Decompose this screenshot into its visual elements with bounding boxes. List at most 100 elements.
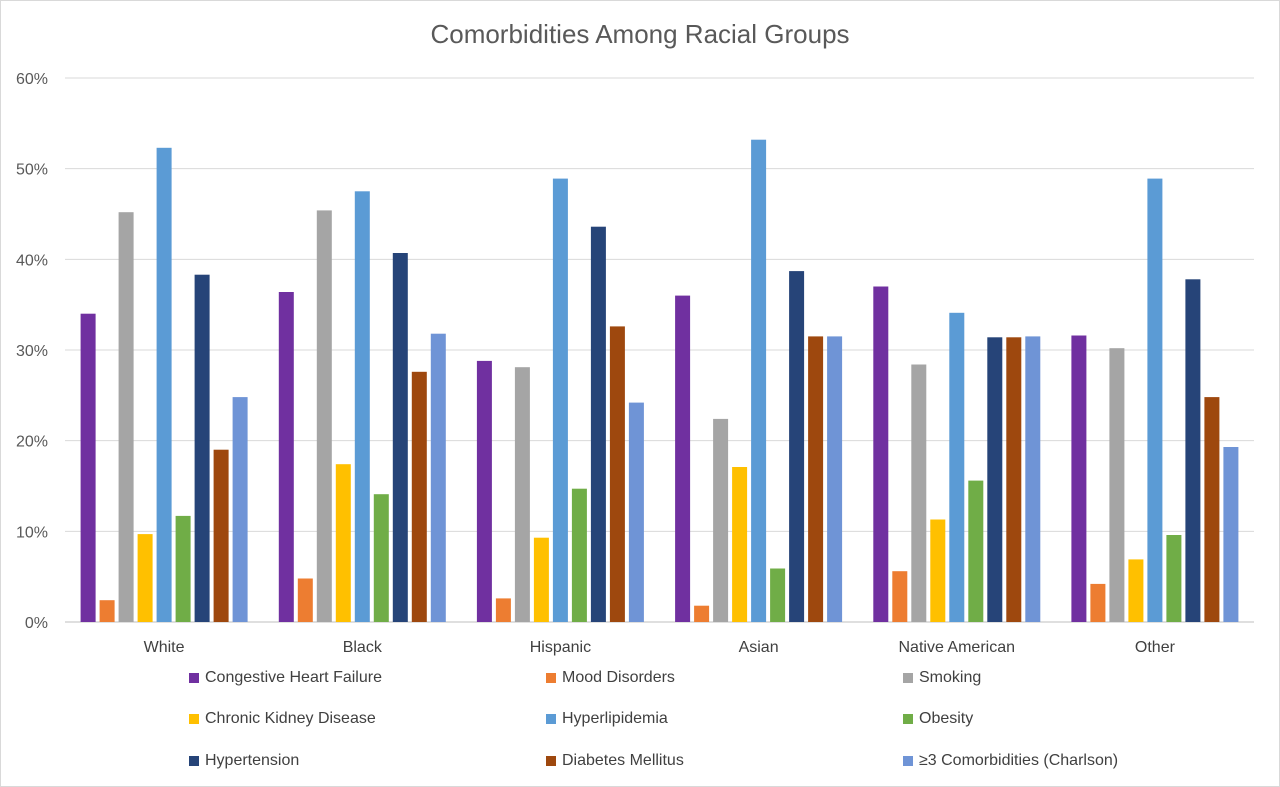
legend-label: Mood Disorders xyxy=(562,669,675,686)
bar xyxy=(175,515,191,622)
x-category-label: Black xyxy=(343,639,383,656)
bar xyxy=(808,336,824,622)
bar xyxy=(392,253,408,622)
bar xyxy=(713,418,729,622)
legend-swatch xyxy=(546,673,556,683)
legend-swatch xyxy=(189,756,199,766)
bar xyxy=(430,333,446,622)
bar xyxy=(373,494,389,622)
bar xyxy=(1006,337,1022,622)
bar xyxy=(675,295,691,622)
bar xyxy=(930,519,946,622)
bar xyxy=(335,464,351,622)
bar xyxy=(1128,559,1144,622)
bar xyxy=(1204,397,1220,622)
bar xyxy=(316,210,332,622)
bar xyxy=(80,313,96,622)
y-tick-label: 60% xyxy=(16,71,48,88)
bar xyxy=(873,286,889,622)
legend-label: Hypertension xyxy=(205,752,300,769)
x-category-label: White xyxy=(144,639,185,656)
y-tick-label: 40% xyxy=(16,252,48,269)
bar xyxy=(968,480,984,622)
legend-swatch xyxy=(903,714,913,724)
bar xyxy=(194,274,210,622)
bar-chart: 0% 10% 20% 30% 40% 50% 60% White Black Hispanic A… xyxy=(16,71,1254,656)
legend-item: Obesity xyxy=(903,709,973,729)
bar xyxy=(609,326,625,622)
bar xyxy=(628,402,644,622)
bar xyxy=(552,178,568,622)
legend-swatch xyxy=(546,756,556,766)
legend-swatch xyxy=(546,714,556,724)
legend-swatch xyxy=(189,673,199,683)
legend-item: Chronic Kidney Disease xyxy=(189,709,376,729)
legend-item: Smoking xyxy=(903,668,981,688)
legend-item: Congestive Heart Failure xyxy=(189,668,382,688)
legend-swatch xyxy=(903,756,913,766)
bar xyxy=(892,571,908,622)
bar xyxy=(476,360,492,622)
legend-label: Congestive Heart Failure xyxy=(205,669,382,686)
x-category-label: Hispanic xyxy=(530,639,591,656)
legend-swatch xyxy=(903,673,913,683)
legend-label: Chronic Kidney Disease xyxy=(205,710,376,727)
bar xyxy=(911,364,927,622)
bar xyxy=(1090,583,1106,622)
bar xyxy=(232,397,248,622)
y-tick-label: 50% xyxy=(16,162,48,179)
bar xyxy=(987,337,1003,622)
legend-label: Diabetes Mellitus xyxy=(562,752,684,769)
bar xyxy=(495,598,511,622)
bar xyxy=(411,371,427,622)
bar xyxy=(514,367,530,622)
x-category-label: Native American xyxy=(899,639,1016,656)
gridlines xyxy=(65,77,1254,623)
bar xyxy=(694,605,710,622)
bar xyxy=(118,212,134,622)
bar xyxy=(1147,178,1163,622)
x-axis-categories: White Black Hispanic Asian Native American Ot… xyxy=(144,639,1176,656)
bar xyxy=(156,147,172,623)
bar xyxy=(1109,348,1125,622)
legend: Congestive Heart Failure Mood Disorders Sm… xyxy=(1,661,1280,781)
bar xyxy=(533,537,549,622)
bar xyxy=(278,292,294,622)
bar xyxy=(770,568,786,622)
bars xyxy=(80,139,1239,623)
legend-label: Smoking xyxy=(919,669,982,686)
bar xyxy=(590,226,606,622)
legend-swatch xyxy=(189,714,199,724)
bar xyxy=(354,191,370,623)
bar xyxy=(751,139,767,622)
y-axis-ticks: 0% 10% 20% 30% 40% 50% 60% xyxy=(16,71,48,632)
bar xyxy=(1223,447,1239,622)
x-category-label: Other xyxy=(1135,639,1176,656)
bar xyxy=(213,449,229,622)
bar xyxy=(99,600,115,622)
x-category-label: Asian xyxy=(739,639,779,656)
bar xyxy=(789,271,805,622)
legend-item: Hypertension xyxy=(189,751,299,771)
chart-title: Comorbidities Among Racial Groups xyxy=(430,19,850,49)
bar xyxy=(137,534,153,622)
bar xyxy=(732,467,748,622)
bar xyxy=(571,488,587,622)
legend-label: Obesity xyxy=(919,710,974,727)
bar xyxy=(1166,535,1182,622)
bar xyxy=(827,336,843,622)
y-tick-label: 20% xyxy=(16,434,48,451)
bar xyxy=(1185,279,1201,622)
bar xyxy=(1071,335,1087,622)
legend-label: ≥3 Comorbidities (Charlson) xyxy=(919,752,1119,769)
bar xyxy=(949,312,965,622)
bar xyxy=(297,578,313,622)
legend-item: Diabetes Mellitus xyxy=(546,751,684,771)
legend-item: Mood Disorders xyxy=(546,668,675,688)
bar xyxy=(1025,336,1041,622)
legend-item: ≥3 Comorbidities (Charlson) xyxy=(903,751,1118,771)
y-tick-label: 10% xyxy=(16,524,48,541)
legend-label: Hyperlipidemia xyxy=(562,710,668,727)
legend-item: Hyperlipidemia xyxy=(546,709,668,729)
